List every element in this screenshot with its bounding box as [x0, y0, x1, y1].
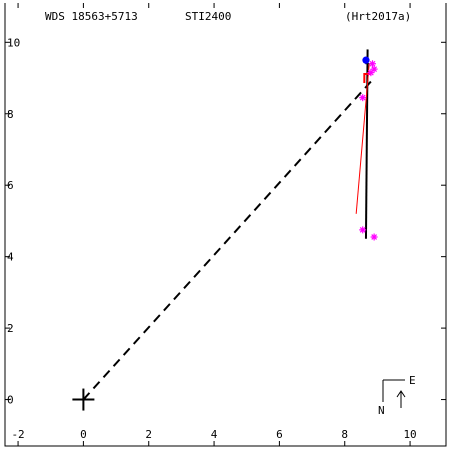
observation-point — [369, 60, 376, 68]
x-tick-label: 2 — [145, 428, 152, 441]
header-discoverer: STI2400 — [185, 10, 231, 23]
flag-marker — [363, 73, 371, 84]
x-tick-label: 0 — [80, 428, 87, 441]
x-tick-label: -2 — [11, 428, 24, 441]
y-tick-label: 4 — [7, 251, 14, 264]
y-tick-label: 0 — [7, 394, 14, 407]
y-tick-label: 10 — [7, 36, 20, 49]
header-wds: WDS 18563+5713 — [45, 10, 138, 23]
compass-rose: E N — [378, 374, 416, 417]
observation-point — [359, 94, 367, 102]
x-tick-label: 10 — [403, 428, 416, 441]
x-tick-label: 8 — [341, 428, 348, 441]
compass-east-label: E — [409, 374, 416, 387]
plot-frame — [4, 3, 447, 447]
observation-point — [370, 233, 378, 241]
direction-arrow-head — [396, 390, 406, 398]
residual-line — [355, 63, 370, 214]
x-tick-label: 4 — [211, 428, 218, 441]
separation-dashed-line — [82, 80, 372, 401]
y-tick-label: 8 — [7, 108, 14, 121]
y-tick-label: 6 — [7, 179, 14, 192]
x-tick-label: 6 — [276, 428, 283, 441]
data-marks — [72, 49, 378, 411]
compass-north-label: N — [378, 404, 385, 417]
y-tick-label: 2 — [7, 322, 14, 335]
header-reference: (Hrt2017a) — [345, 10, 411, 23]
latest-measure-point — [362, 56, 370, 64]
observation-point — [359, 226, 367, 234]
axis-ticks: -2 0 2 4 6 8 10 0 2 4 6 8 10 — [5, 3, 446, 446]
observation-point — [370, 65, 378, 73]
